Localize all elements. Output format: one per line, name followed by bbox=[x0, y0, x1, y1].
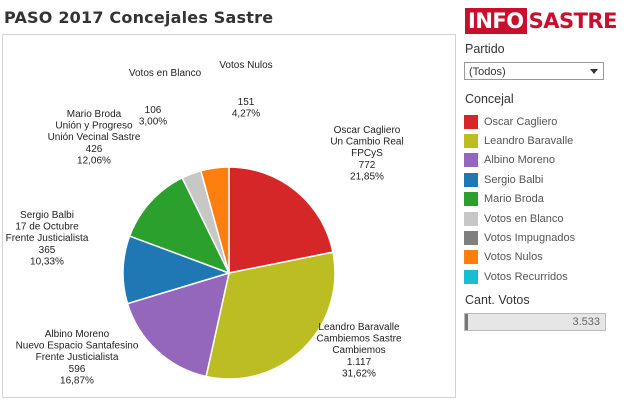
slice-label-line: 426 bbox=[86, 144, 103, 155]
slice-label-line: Frente Justicialista bbox=[36, 352, 119, 363]
legend-swatch bbox=[464, 211, 478, 226]
legend-label: Mario Broda bbox=[484, 193, 544, 206]
legend-swatch bbox=[464, 231, 478, 246]
legend-label: Oscar Cagliero bbox=[484, 115, 558, 128]
legend-label: Votos Recurridos bbox=[484, 270, 568, 283]
slice-label-line: Sergio Balbi bbox=[20, 210, 74, 221]
legend-swatch bbox=[464, 172, 478, 187]
partido-label: Partido bbox=[465, 42, 505, 56]
slice-label-line: Mario Broda bbox=[67, 109, 122, 120]
concejal-legend: Oscar Cagliero Leandro Baravalle Albino Mo… bbox=[464, 112, 614, 287]
slice-label-line: 12,06% bbox=[77, 155, 111, 166]
logo-part-sastre: SASTRE bbox=[528, 9, 618, 33]
slice-label: Oscar Cagliero Un Cambio Real FPCyS 772 21,8… bbox=[330, 125, 403, 182]
cant-votos-value: 3.533 bbox=[572, 315, 600, 328]
pie-slice[interactable] bbox=[128, 176, 231, 275]
slice-label-line: Albino Moreno bbox=[45, 329, 110, 340]
pie-slice[interactable] bbox=[205, 251, 336, 380]
chart-title: PASO 2017 Concejales Sastre bbox=[4, 8, 274, 27]
concejal-label: Concejal bbox=[465, 92, 514, 106]
pie-slice[interactable] bbox=[228, 166, 334, 274]
slice-label-line: 4,27% bbox=[232, 109, 260, 120]
pie-chart[interactable]: Oscar Cagliero Un Cambio Real FPCyS 772 21,8… bbox=[3, 35, 455, 397]
legend-item[interactable]: Leandro Baravalle bbox=[464, 131, 614, 150]
pie-slice[interactable] bbox=[126, 271, 231, 378]
partido-dropdown-value: (Todos) bbox=[469, 66, 506, 78]
slice-label-line: 365 bbox=[39, 245, 56, 256]
chart-panel: Oscar Cagliero Un Cambio Real FPCyS 772 21,8… bbox=[2, 34, 456, 398]
pie-slice[interactable] bbox=[122, 235, 232, 305]
slice-label-line: Cambiemos bbox=[332, 345, 385, 356]
slice-label-line: 772 bbox=[359, 160, 376, 171]
slice-header-label: Votos en Blanco bbox=[129, 68, 202, 79]
legend-item[interactable]: Votos Impugnados bbox=[464, 228, 614, 247]
legend-label: Votos Impugnados bbox=[484, 232, 576, 245]
chevron-down-icon bbox=[590, 69, 598, 74]
slice-label-line: Oscar Cagliero bbox=[334, 125, 401, 136]
slice-label-line: 17 de Octubre bbox=[15, 222, 79, 233]
legend-swatch bbox=[464, 269, 478, 284]
slice-label: 106 3,00% bbox=[139, 105, 167, 128]
slice-label: 151 4,27% bbox=[232, 97, 260, 120]
slice-label-line: 21,85% bbox=[350, 171, 384, 182]
legend-swatch bbox=[464, 134, 478, 149]
filter-sidebar: Partido (Todos) Concejal Oscar Cagliero L… bbox=[464, 42, 614, 331]
slice-label-line: 10,33% bbox=[30, 256, 64, 267]
cant-votos-range[interactable]: 3.533 bbox=[464, 312, 606, 331]
partido-dropdown[interactable]: (Todos) bbox=[464, 62, 604, 80]
slice-label-line: Unión Vecinal Sastre bbox=[48, 132, 141, 143]
slice-label-line: Frente Justicialista bbox=[6, 233, 89, 244]
legend-swatch bbox=[464, 250, 478, 265]
legend-label: Leandro Baravalle bbox=[484, 135, 574, 148]
slice-label-line: Nuevo Espacio Santafesino bbox=[16, 341, 139, 352]
slice-label-line: Unión y Progreso bbox=[55, 121, 133, 132]
slice-label: Albino Moreno Nuevo Espacio Santafesino Fr… bbox=[16, 329, 139, 386]
slice-label-line: 1.117 bbox=[347, 357, 372, 368]
slice-header-label: Votos Nulos bbox=[219, 60, 272, 71]
legend-swatch bbox=[464, 114, 478, 129]
pie-slice[interactable] bbox=[199, 166, 230, 274]
slice-label: Sergio Balbi 17 de Octubre Frente Justicia… bbox=[6, 210, 89, 267]
legend-item[interactable]: Votos en Blanco bbox=[464, 209, 614, 228]
legend-label: Sergio Balbi bbox=[484, 173, 544, 186]
slice-label: Leandro Baravalle Cambiemos Sastre Cambiem… bbox=[316, 322, 401, 379]
legend-item[interactable]: Votos Recurridos bbox=[464, 267, 614, 286]
slice-label-line: FPCyS bbox=[351, 148, 383, 159]
slice-label-line: 3,00% bbox=[139, 117, 167, 128]
slice-label-line: 596 bbox=[69, 364, 86, 375]
legend-item[interactable]: Oscar Cagliero bbox=[464, 112, 614, 131]
infosastre-logo: INFO SASTRE bbox=[465, 8, 617, 34]
slice-label-line: Leandro Baravalle bbox=[318, 322, 400, 333]
slice-label-line: Cambiemos Sastre bbox=[316, 334, 401, 345]
legend-swatch bbox=[464, 153, 478, 168]
legend-swatch bbox=[464, 192, 478, 207]
legend-label: Votos en Blanco bbox=[484, 212, 564, 225]
slice-label-line: 106 bbox=[145, 105, 162, 116]
slice-label-line: 31,62% bbox=[342, 368, 376, 379]
cant-votos-handle[interactable] bbox=[465, 313, 468, 330]
legend-item[interactable]: Votos Nulos bbox=[464, 248, 614, 267]
legend-item[interactable]: Albino Moreno bbox=[464, 151, 614, 170]
slice-label-line: 151 bbox=[238, 97, 255, 108]
legend-label: Votos Nulos bbox=[484, 251, 543, 264]
slice-label-line: 16,87% bbox=[60, 375, 94, 386]
legend-item[interactable]: Mario Broda bbox=[464, 190, 614, 209]
legend-label: Albino Moreno bbox=[484, 154, 555, 167]
slice-label-line: Un Cambio Real bbox=[330, 137, 403, 148]
cant-votos-label: Cant. Votos bbox=[465, 292, 530, 307]
slice-label: Mario Broda Unión y Progreso Unión Vecinal… bbox=[48, 109, 141, 166]
logo-part-info: INFO bbox=[465, 8, 527, 34]
legend-item[interactable]: Sergio Balbi bbox=[464, 170, 614, 189]
